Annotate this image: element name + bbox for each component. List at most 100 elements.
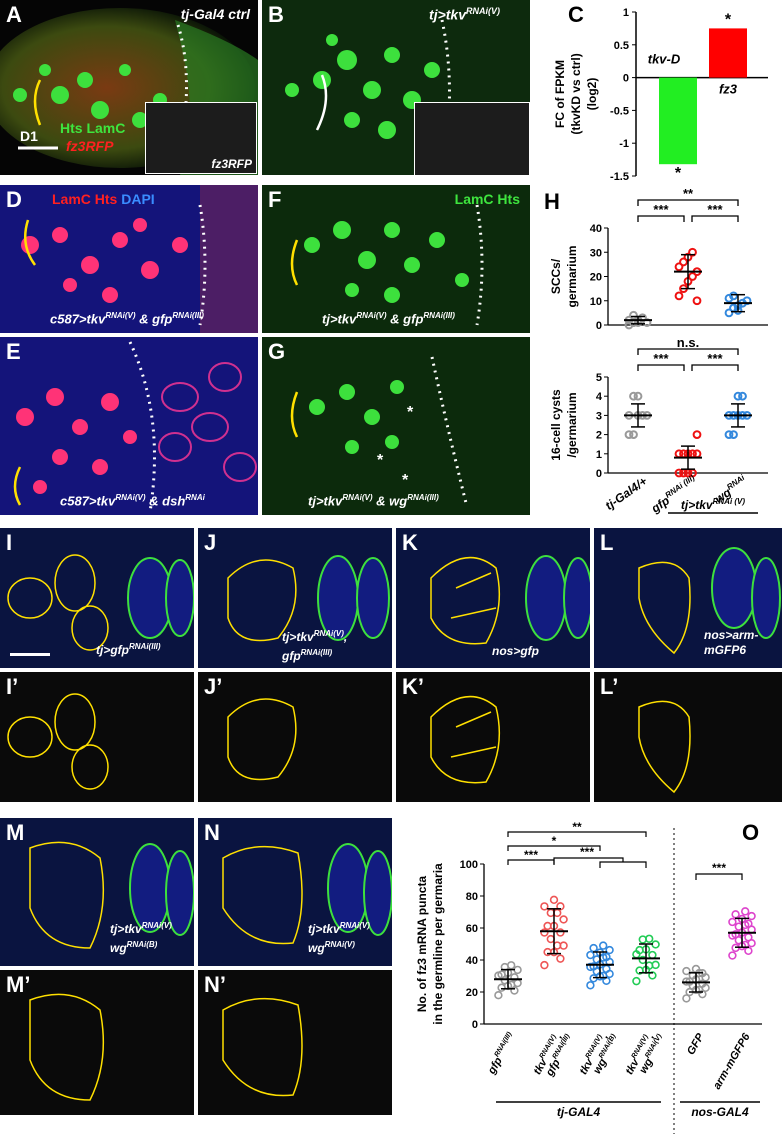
o-point — [586, 962, 595, 972]
micrograph-n-prime — [222, 997, 303, 1097]
g-geno: tj>tkv — [308, 493, 343, 509]
o-point — [549, 895, 559, 905]
cat-label-c: tkv-D — [648, 52, 681, 67]
o-xlabel-sup: RNAi(III) — [494, 1030, 514, 1058]
h-top-ytick-label: 30 — [590, 247, 602, 259]
f-sup2: RNAi(III) — [423, 311, 455, 320]
o-bracket — [507, 845, 601, 851]
m-sup: RNAi(V) — [141, 921, 172, 930]
h-bottom-group-sup: RNAi (V) — [713, 497, 746, 506]
sig-c: * — [675, 165, 682, 182]
panel-d-genotype: c587>tkvRNAi(V) & gfpRNAi(III) — [50, 311, 204, 326]
o-point — [682, 966, 691, 976]
o-point — [744, 919, 753, 928]
j-sup: RNAi(V) — [313, 629, 344, 638]
g-sup1: RNAi(V) — [342, 493, 373, 502]
i-sup: RNAi(III) — [129, 642, 161, 651]
panel-e: E c587>tkvRNAi(V) & dshRNAi — [0, 337, 258, 515]
panel-b-title: tj>tkvRNAi(V) — [429, 6, 500, 23]
panel-n-prime: N’ — [198, 970, 392, 1115]
panel-label-d: D — [6, 187, 22, 212]
h-bottom-point — [633, 391, 643, 401]
panel-g: * * * G tj>tkvRNAi(V) & wgRNAi(III) — [262, 337, 530, 515]
ytick-label-c: -1 — [619, 138, 629, 150]
h-bottom-group-label: tj>tkvRNAi (V) — [681, 497, 745, 512]
svg-text:*: * — [377, 452, 384, 469]
o-point — [589, 962, 598, 971]
o-ytick-label: 60 — [466, 923, 478, 935]
inset-a: fz3RFP — [145, 102, 257, 174]
o-point — [734, 922, 743, 931]
micrograph-m — [0, 818, 194, 966]
e-amp: & dsh — [149, 493, 186, 509]
panel-label-e: E — [6, 339, 21, 364]
o-point — [556, 902, 565, 911]
o-point — [559, 915, 568, 924]
panel-d-stain: LamC Hts DAPI — [52, 191, 155, 207]
h-top-ylabel: germarium — [565, 245, 579, 307]
o-xlabel: gfpRNAi(III) — [484, 1030, 518, 1077]
o-point — [494, 991, 503, 1000]
o-xlabel-comma: , — [644, 1032, 656, 1042]
o-group-label: nos-GAL4 — [691, 1105, 749, 1119]
l-geno2: mGFP6 — [704, 643, 747, 657]
sig-c: * — [725, 11, 732, 28]
panel-label-g: G — [268, 339, 286, 364]
j-geno2: gfp — [282, 649, 301, 663]
inset-a-label: fz3RFP — [211, 157, 252, 171]
h-top-bracket-label: *** — [707, 202, 723, 217]
o-point — [638, 935, 648, 944]
h-top-point — [724, 308, 734, 318]
panel-j-prime: J’ — [198, 672, 392, 802]
panel-label-c: C — [568, 2, 584, 27]
o-bracket-label: ** — [572, 820, 582, 834]
h-bottom-point — [724, 430, 734, 440]
panel-l-prime: L’ — [594, 672, 782, 802]
micrograph-n — [198, 818, 392, 966]
panel-k: K nos>gfp — [396, 528, 590, 668]
o-ylabel: in the germline per germaria — [431, 863, 445, 1025]
f-geno: tj>tkv — [322, 311, 357, 327]
h-top-point — [692, 296, 702, 306]
h-top-ytick-label: 0 — [596, 320, 602, 332]
d-amp: & gfp — [139, 311, 173, 327]
panel-a: A tj-Gal4 ctrl Hts LamC fz3RFP D1 fz3RFP — [0, 0, 258, 175]
ylabel-c: FC of FPKM — [553, 60, 567, 128]
o-point — [744, 933, 753, 942]
n-sup2: RNAi(V) — [324, 940, 355, 949]
o-point — [543, 921, 552, 931]
h-top-point — [674, 262, 684, 272]
h-bottom-point — [733, 391, 743, 401]
micrograph-j — [198, 528, 392, 668]
n-geno2: wg — [308, 941, 325, 955]
h-bottom-xlabel: tj-Gal4/+ — [603, 474, 650, 513]
panel-b-title-sup: RNAi(V) — [466, 6, 500, 16]
svg-text:*: * — [407, 404, 414, 421]
o-point — [556, 954, 565, 963]
o-point — [728, 951, 737, 960]
h-bottom-bracket-label: n.s. — [677, 335, 699, 350]
o-point — [500, 962, 510, 972]
micrograph-i-prime — [7, 693, 109, 790]
panel-n-genotype: tj>tkvRNAi(V) wgRNAi(V) — [308, 918, 370, 956]
panel-label-m-prime: M’ — [6, 972, 31, 997]
o-bracket — [553, 857, 647, 868]
panel-k-prime: K’ — [396, 672, 590, 802]
panel-label-m: M — [6, 820, 25, 845]
h-bottom-point — [738, 391, 747, 401]
panel-label-h: H — [544, 189, 560, 214]
panel-b: B tj>tkvRNAi(V) — [262, 0, 530, 175]
h-bottom-point — [629, 430, 638, 440]
panel-h: H 0 10 20 30 40 ** *** *** SCCs/germarium 0 1 2 3 4 5 n… — [538, 185, 782, 520]
o-point — [632, 976, 641, 986]
micrograph-d — [0, 185, 258, 333]
panel-i-genotype: tj>gfpRNAi(III) — [96, 642, 161, 657]
o-point — [586, 950, 595, 960]
panel-m-prime: M’ — [0, 970, 194, 1115]
micrograph-g: * * * — [262, 337, 530, 515]
micrograph-k — [396, 528, 590, 668]
panel-f-genotype: tj>tkvRNAi(V) & gfpRNAi(III) — [322, 311, 455, 326]
panel-label-n: N — [204, 820, 220, 845]
o-point — [543, 947, 552, 957]
m-sup2: RNAi(B) — [126, 940, 158, 949]
